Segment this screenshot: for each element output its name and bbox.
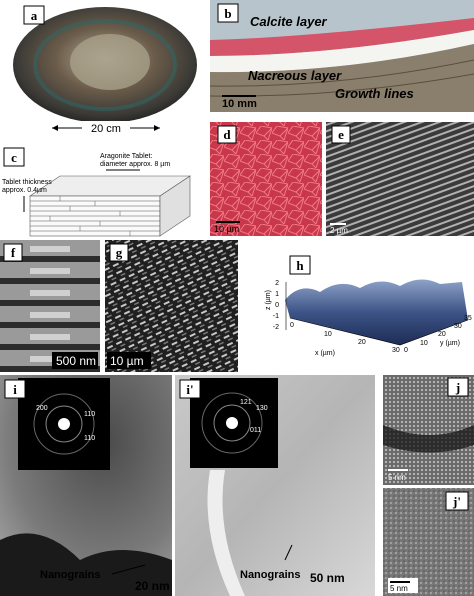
- panel-label: a: [31, 8, 38, 23]
- panel-f: 500 nm f: [0, 240, 100, 372]
- tick-label: 0: [404, 347, 408, 354]
- tick-label: 20: [358, 339, 366, 346]
- diffraction-label: 130: [256, 405, 268, 412]
- panel-label: i': [186, 382, 193, 397]
- scale-text: 5 nm: [390, 584, 408, 593]
- scale-text: 10 mm: [222, 98, 257, 110]
- scale-text: 20 cm: [91, 123, 121, 135]
- panel-j-prime: 5 nm j': [383, 488, 474, 596]
- annotation: Growth lines: [335, 86, 414, 101]
- panel-label: b: [224, 6, 231, 21]
- diffraction-label: 110: [84, 411, 95, 418]
- panel-h: z (µm) x (µm) y (µm) 2 1 0 -1 -2 0 10 20…: [265, 255, 472, 357]
- tick-label: 30: [392, 347, 400, 354]
- panel-i-prime: 121 130 011 Nanograins 50 nm i': [175, 375, 375, 596]
- scale-text: 500 nm: [56, 354, 96, 368]
- panel-label: j: [455, 380, 460, 395]
- annotation: approx. 0.4µm: [2, 187, 47, 194]
- annotation: Nanograins: [240, 569, 301, 581]
- tick-label: 20: [438, 331, 446, 338]
- panel-label: h: [296, 258, 304, 273]
- scale-text: 20 nm: [135, 579, 170, 593]
- annotation: Nacreous layer: [248, 68, 342, 83]
- scale-text: 50 nm: [310, 571, 345, 585]
- diffraction-label: 121: [240, 399, 252, 406]
- tick-label: 35: [464, 315, 472, 322]
- annotation: Nanograins: [40, 569, 101, 581]
- tick-label: -2: [273, 324, 279, 331]
- tick-label: 2: [275, 280, 279, 287]
- panel-label: f: [11, 245, 16, 260]
- diffraction-label: 110: [84, 435, 95, 442]
- scale-text: 2 µm: [330, 226, 348, 235]
- axis-label: z (µm): [265, 290, 272, 310]
- axis-label: y (µm): [440, 340, 460, 347]
- panel-label: j': [452, 494, 461, 509]
- scale-text: 5 nm: [388, 473, 406, 482]
- diffraction-label: 200: [36, 405, 48, 412]
- tick-label: 0: [275, 302, 279, 309]
- panel-label: d: [223, 127, 231, 142]
- panel-label: e: [338, 127, 344, 142]
- scale-text: 10 µm: [110, 354, 144, 368]
- annotation: Aragonite Tablet:: [100, 153, 152, 160]
- annotation: diameter approx. 8 µm: [100, 161, 170, 168]
- panel-a: 20 cm a: [13, 5, 197, 135]
- panel-label: c: [11, 150, 17, 165]
- tick-label: 10: [324, 331, 332, 338]
- panel-j: 5 nm j: [383, 375, 474, 485]
- tick-label: 0: [290, 322, 294, 329]
- axis-label: x (µm): [315, 350, 335, 357]
- annotation: Tablet thickness: [2, 179, 52, 186]
- tick-label: -1: [273, 313, 279, 320]
- panel-label: i: [13, 382, 17, 397]
- panel-label: g: [116, 245, 123, 260]
- panel-b: Calcite layer Nacreous layer Growth line…: [209, 0, 474, 112]
- panel-g: 10 µm g: [105, 240, 238, 372]
- panel-e: 2 µm e: [326, 122, 474, 236]
- tick-label: 1: [275, 291, 279, 298]
- panel-c: Aragonite Tablet: diameter approx. 8 µm …: [2, 147, 191, 237]
- tick-label: 10: [420, 340, 428, 347]
- panel-d: 10 µm d: [210, 122, 322, 236]
- tick-label: 30: [454, 323, 462, 330]
- diffraction-label: 011: [250, 427, 261, 434]
- panel-i: 200 110 110 Nanograins 20 nm i: [0, 375, 172, 596]
- scale-text: 10 µm: [214, 224, 239, 234]
- annotation: Calcite layer: [250, 14, 328, 29]
